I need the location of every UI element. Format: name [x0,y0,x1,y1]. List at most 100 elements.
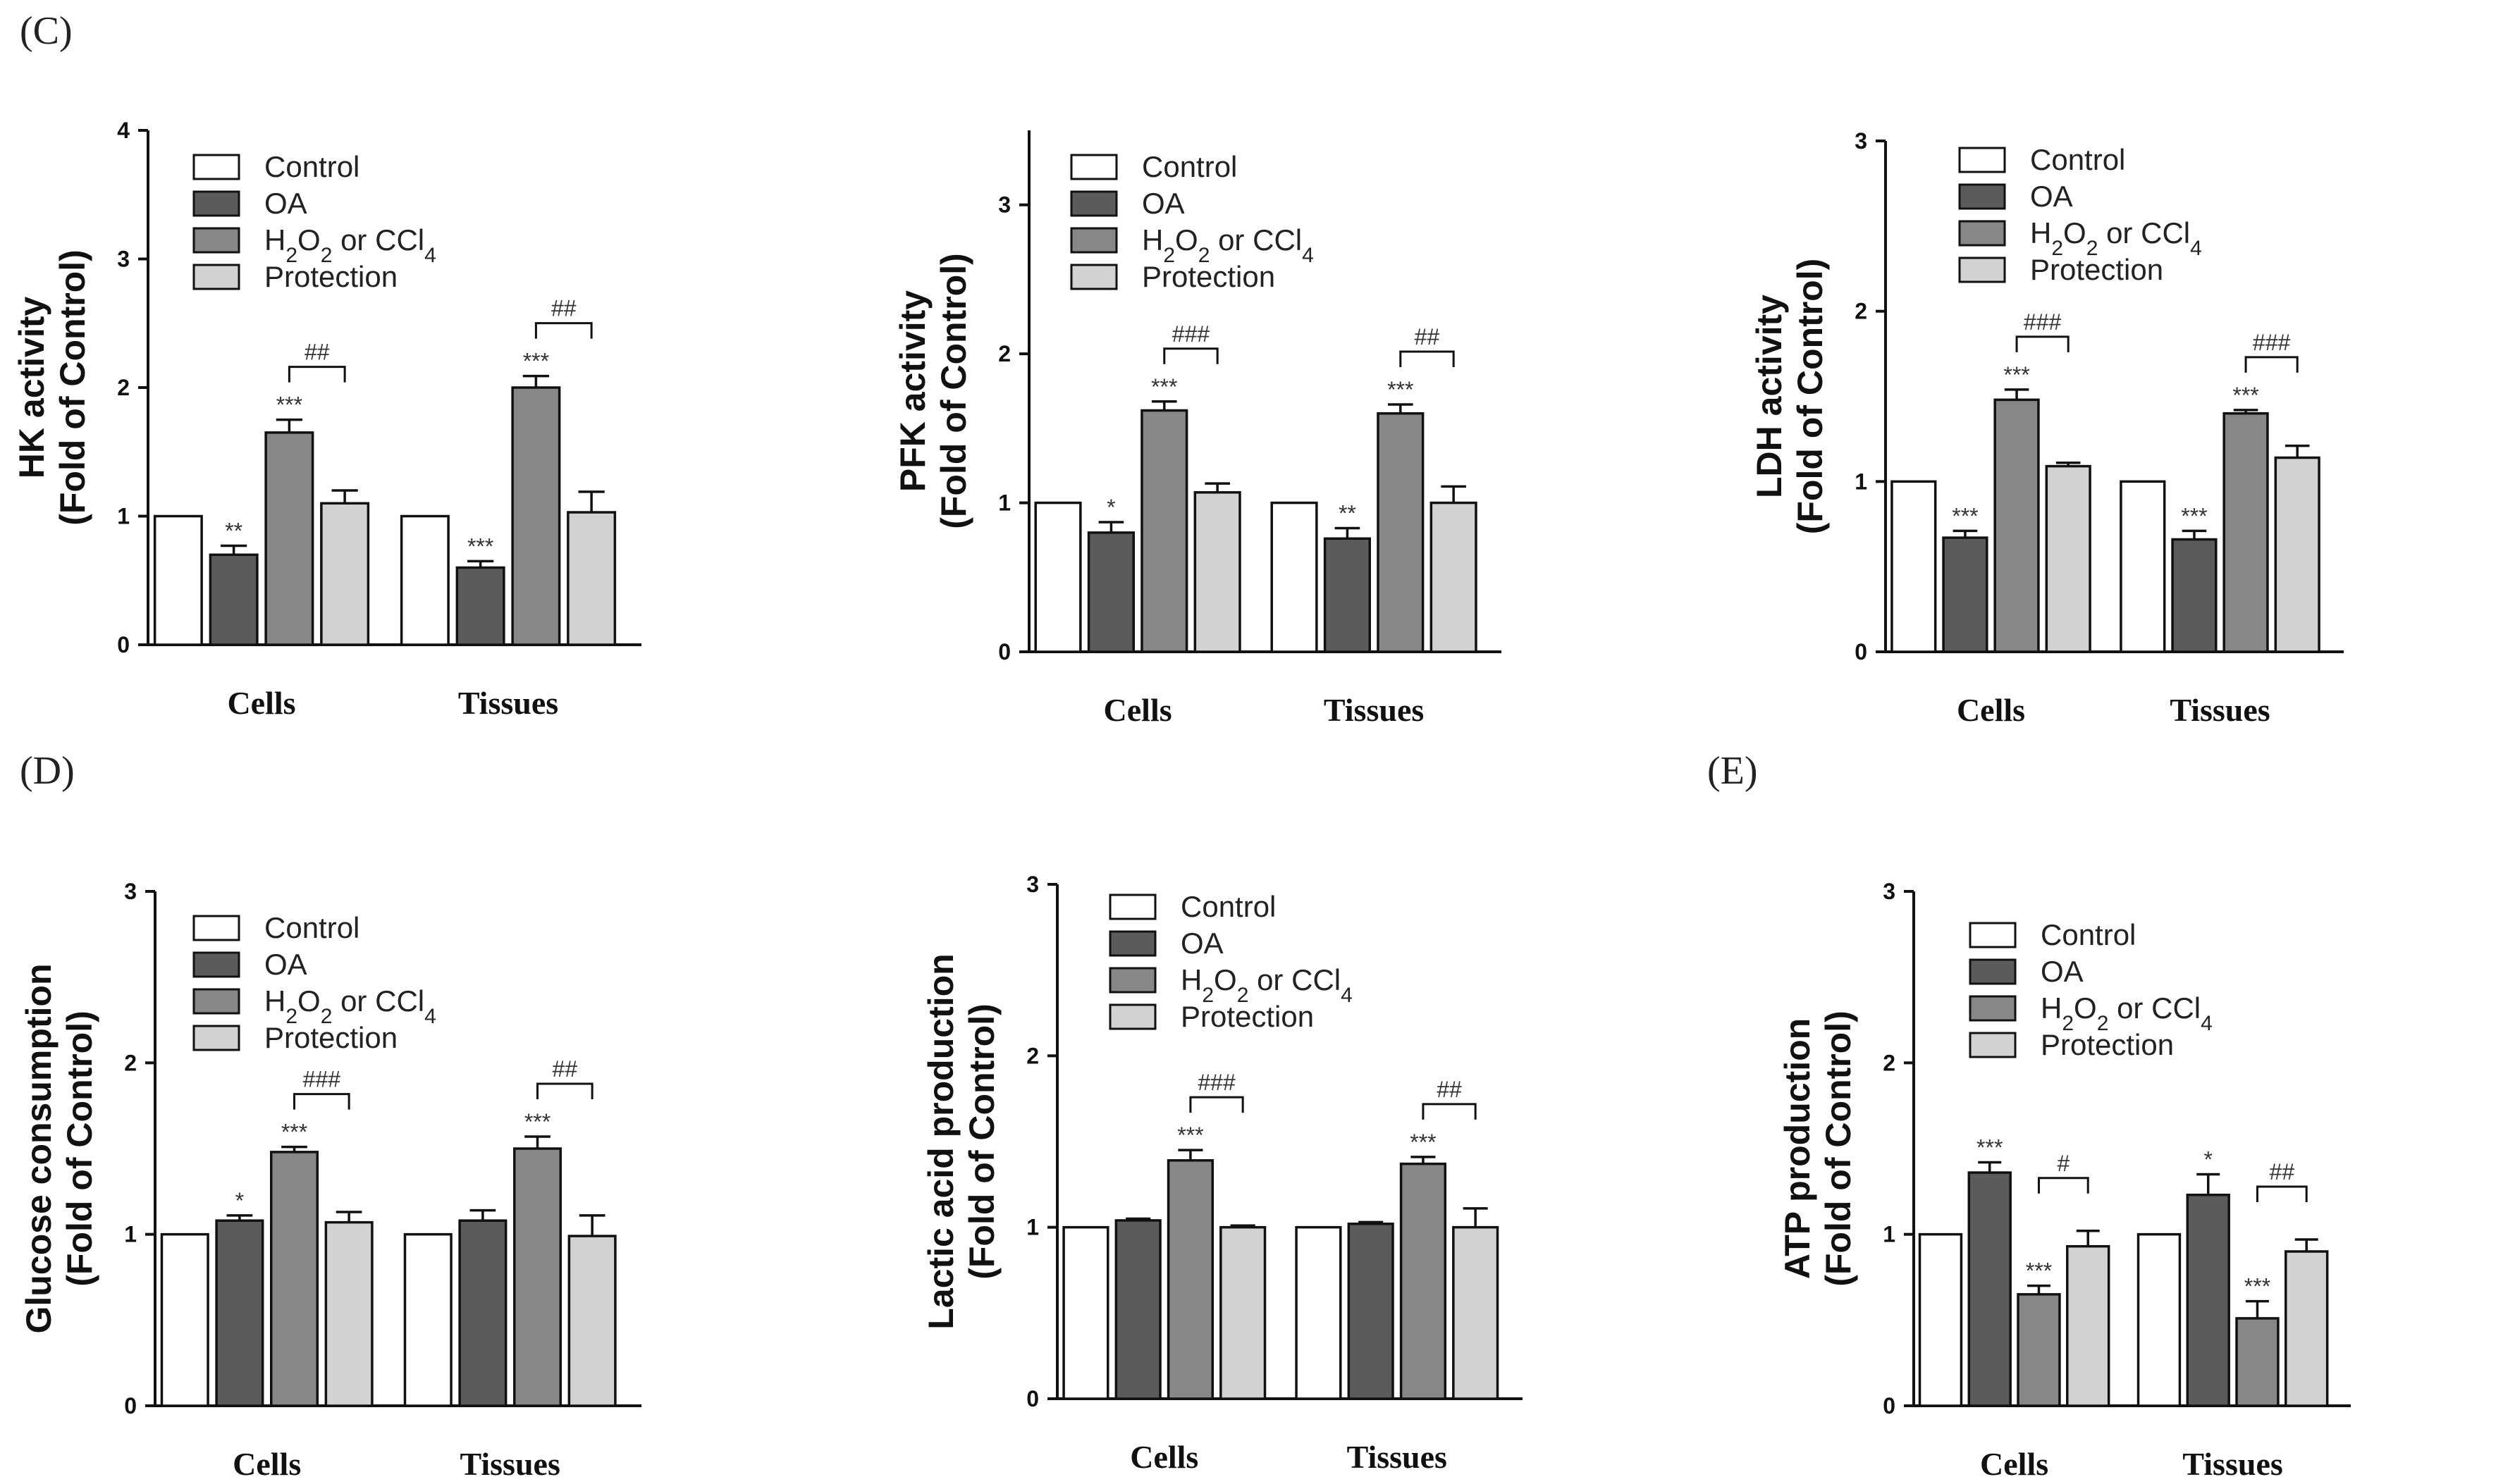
bar-protection-tissues [1429,501,1477,653]
bracket-label: ## [1437,1077,1462,1102]
y-axis-title-line: Lactic acid production [921,953,961,1329]
comparison-bracket [2037,1177,2089,1194]
legend-label-protection: Protection [1142,260,1275,293]
comparison-bracket [1422,1103,1477,1120]
panel-label-c: (C) [20,9,73,53]
bar-protection-tissues [2274,456,2320,653]
legend-label-control: Control [1142,150,1237,183]
y-tick-label: 0 [1855,639,1867,664]
legend-swatch-oa [192,190,240,217]
y-tick-label: 3 [117,247,130,272]
comparison-bracket [536,1082,594,1099]
legend-label-protection: Protection [2030,253,2163,286]
bar-protection-cells [1219,1225,1267,1400]
legend-swatch-h2o2 [1958,220,2006,247]
x-category-label: Cells [233,1446,301,1482]
bar-h2o2-cells [264,431,314,646]
significance-label: *** [1976,1134,2003,1160]
bar-control-cells [1034,501,1082,653]
legend-label-control: Control [264,150,359,183]
y-tick-label: 4 [117,118,130,143]
y-axis-title-line: PFK activity [893,290,933,492]
comparison-bracket [2256,1185,2308,1202]
legend-swatch-protection [192,1025,240,1051]
bar-h2o2-tissues [1399,1162,1447,1400]
x-category-label: Cells [1957,692,2025,728]
legend-label-protection: Protection [1181,1000,1314,1033]
panel-label-e: (E) [1707,749,1758,793]
comparison-bracket [1189,1096,1244,1113]
bar-oa-tissues [458,1219,508,1407]
bar-control-cells [153,514,203,646]
bar-control-cells [1062,1225,1109,1400]
legend-label-h2o2: H2O2 or CCl4 [264,223,436,267]
bar-oa-cells [1114,1219,1162,1400]
legend-label-h2o2: H2O2 or CCl4 [2030,216,2202,260]
bar-protection-tissues [567,511,617,646]
chart-glucose: 0 1 2 3 Glucose consumption(Fold of Control)… [19,879,641,1482]
bar-h2o2-tissues [512,1147,562,1407]
y-axis-title-line: ATP production [1778,1018,1817,1279]
legend-swatch-h2o2 [192,988,240,1015]
legend-swatch-h2o2 [192,227,240,254]
bar-oa-tissues [1323,537,1371,653]
legend-swatch-h2o2 [1070,227,1118,254]
significance-label: * [2203,1147,2212,1173]
bar-oa-tissues [2171,538,2218,653]
bar-control-cells [1890,480,1937,653]
y-tick-label: 1 [1883,1222,1895,1247]
bracket-label: ## [553,1056,578,1082]
bar-oa-tissues [2186,1193,2230,1407]
panel-label-d: (D) [20,749,75,793]
legend-swatch-h2o2 [1109,967,1157,994]
x-category-label: Tissues [458,685,558,721]
bar-protection-tissues [1452,1225,1499,1400]
y-tick-label: 3 [998,192,1011,218]
y-tick-label: 1 [124,1222,137,1247]
bar-control-cells [160,1232,209,1407]
bracket-label: ### [303,1067,341,1092]
y-axis-title: PFK activity(Fold of Control) [893,253,973,529]
bracket-label: ## [305,340,330,365]
significance-label: ** [1339,501,1356,526]
y-axis-title-line: Glucose consumption [19,963,59,1333]
legend-label-h2o2: H2O2 or CCl4 [264,984,436,1028]
comparison-bracket [1399,350,1455,368]
y-axis-title: LDH activity(Fold of Control) [1750,259,1830,535]
bar-control-tissues [400,514,450,646]
significance-label: *** [1151,374,1177,400]
legend-swatch-oa [1958,183,2006,210]
bar-protection-cells [1193,491,1241,653]
y-axis-title-line: (Fold of Control) [1819,1010,1858,1287]
legend-label-control: Control [2030,143,2125,176]
y-tick-label: 1 [117,504,130,529]
legend-swatch-oa [1070,190,1118,217]
legend-label-oa: OA [264,948,307,981]
x-category-label: Cells [1104,692,1172,728]
legend-label-control: Control [1181,890,1276,923]
y-tick-label: 3 [124,879,137,904]
significance-label: *** [2026,1259,2052,1284]
legend-swatch-control [1070,154,1118,180]
bar-protection-cells [324,1220,374,1407]
bar-protection-cells [2066,1244,2110,1407]
legend-swatch-control [192,154,240,180]
legend-swatch-protection [1109,1003,1157,1030]
legend-swatch-oa [1969,958,2017,985]
bar-oa-tissues [1347,1223,1394,1400]
y-axis-title: HK activity(Fold of Control) [12,249,92,526]
bar-oa-cells [1942,536,1988,653]
x-category-label: Tissues [1347,1439,1447,1475]
y-tick-label: 3 [1026,872,1039,897]
y-axis-title-line: (Fold of Control) [962,1003,1002,1280]
y-tick-label: 2 [1855,299,1867,324]
bracket-label: ### [1198,1070,1236,1095]
comparison-bracket [2015,335,2070,352]
y-tick-label: 2 [124,1050,137,1075]
comparison-bracket [288,366,346,383]
significance-label: * [1107,495,1115,520]
significance-label: *** [2181,503,2207,528]
